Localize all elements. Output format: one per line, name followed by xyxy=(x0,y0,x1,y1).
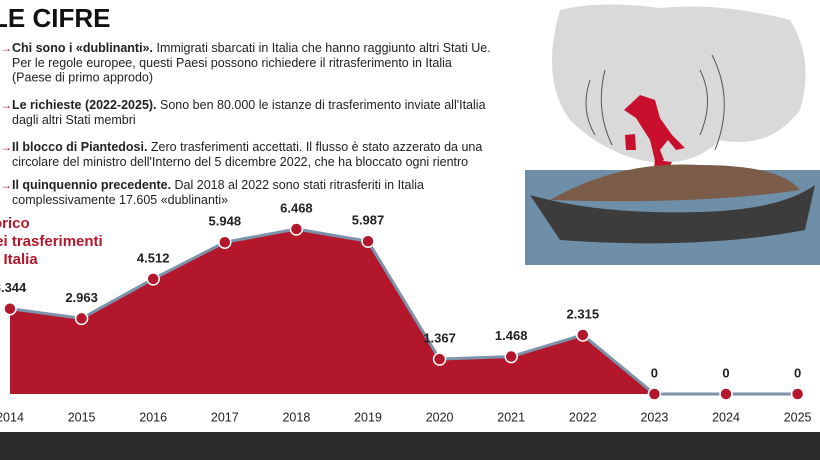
value-label: 1.468 xyxy=(495,328,528,343)
bullet-line: circolare del ministro dell'Interno del … xyxy=(12,155,468,169)
bullet-arrow: → xyxy=(0,41,12,55)
x-tick-label: 2020 xyxy=(426,410,454,424)
footer-bar xyxy=(0,432,820,460)
point xyxy=(146,272,160,286)
chart-title: Storico xyxy=(0,215,30,232)
x-tick-label: 2024 xyxy=(712,410,740,424)
point xyxy=(74,311,89,326)
x-tick-label: 2018 xyxy=(282,410,310,424)
point xyxy=(504,349,518,364)
value-label: 5.987 xyxy=(352,213,385,228)
point xyxy=(719,387,733,401)
value-label: 0 xyxy=(722,365,729,380)
bullet-text: Chi sono i «dublinanti». Immigrati sbarc… xyxy=(12,41,491,55)
x-tick-label: 2025 xyxy=(784,410,812,424)
bullet-arrow: → xyxy=(0,178,12,192)
x-tick-label: 2019 xyxy=(354,410,382,424)
bullet-line: dagli altri Stati membri xyxy=(12,113,136,127)
bullet-body: Immigrati sbarcati in Italia che hanno r… xyxy=(156,41,490,55)
point xyxy=(3,301,17,316)
point xyxy=(289,222,304,236)
bullet-body: Dal 2018 al 2022 sono stati ritrasferiti… xyxy=(175,178,424,192)
point xyxy=(218,235,232,250)
x-tick-label: 2016 xyxy=(139,410,167,424)
value-label: 1.367 xyxy=(423,331,456,346)
x-tick-label: 2021 xyxy=(497,410,525,424)
bullet-lead: Il quinquennio precedente. xyxy=(12,178,171,192)
x-tick-label: 2015 xyxy=(68,410,96,424)
bullet-line: complessivamente 17.605 «dublinanti» xyxy=(12,193,228,207)
bullet-text: Il blocco di Piantedosi. Zero trasferime… xyxy=(12,140,482,154)
value-label: 0 xyxy=(651,365,658,380)
chart-title: dei trasferimenti xyxy=(0,233,103,250)
bullet-lead: Il blocco di Piantedosi. xyxy=(12,140,147,154)
value-label: 2.963 xyxy=(65,290,98,305)
bullet-body: Sono ben 80.000 le istanze di trasferime… xyxy=(160,98,486,112)
chart-title: in Italia xyxy=(0,251,38,268)
area xyxy=(10,229,798,394)
value-label: 5.948 xyxy=(209,214,242,229)
bullet-body: Zero trasferimenti accettati. Il flusso … xyxy=(151,140,482,154)
x-tick-label: 2017 xyxy=(211,410,239,424)
point xyxy=(790,387,805,401)
x-tick-label: 2014 xyxy=(0,410,24,424)
value-label: 6.468 xyxy=(280,200,313,215)
bullet-text: Le richieste (2022-2025). Sono ben 80.00… xyxy=(12,98,486,112)
line xyxy=(9,227,798,396)
bullet-line: Per le regole europee, questi Paesi poss… xyxy=(12,56,452,70)
title: LE CIFRE xyxy=(0,3,110,33)
bullet-line: (Paese di primo approdo) xyxy=(12,70,153,84)
value-label: 3.344 xyxy=(0,280,27,295)
x-tick-label: 2023 xyxy=(640,410,668,424)
bullet-lead: Le richieste (2022-2025). xyxy=(12,98,157,112)
value-label: 4.512 xyxy=(137,250,170,265)
x-tick-label: 2022 xyxy=(569,410,597,424)
illustration xyxy=(525,0,820,265)
bullet-text: Il quinquennio precedente. Dal 2018 al 2… xyxy=(12,178,424,192)
bullet-arrow: → xyxy=(0,98,12,112)
bullet-arrow: → xyxy=(0,140,12,154)
value-label: 2.315 xyxy=(567,306,600,321)
point xyxy=(576,328,590,342)
value-label: 0 xyxy=(794,365,801,380)
point xyxy=(361,234,375,249)
point xyxy=(647,387,662,401)
point xyxy=(432,352,447,366)
bullet-lead: Chi sono i «dublinanti». xyxy=(12,41,153,55)
